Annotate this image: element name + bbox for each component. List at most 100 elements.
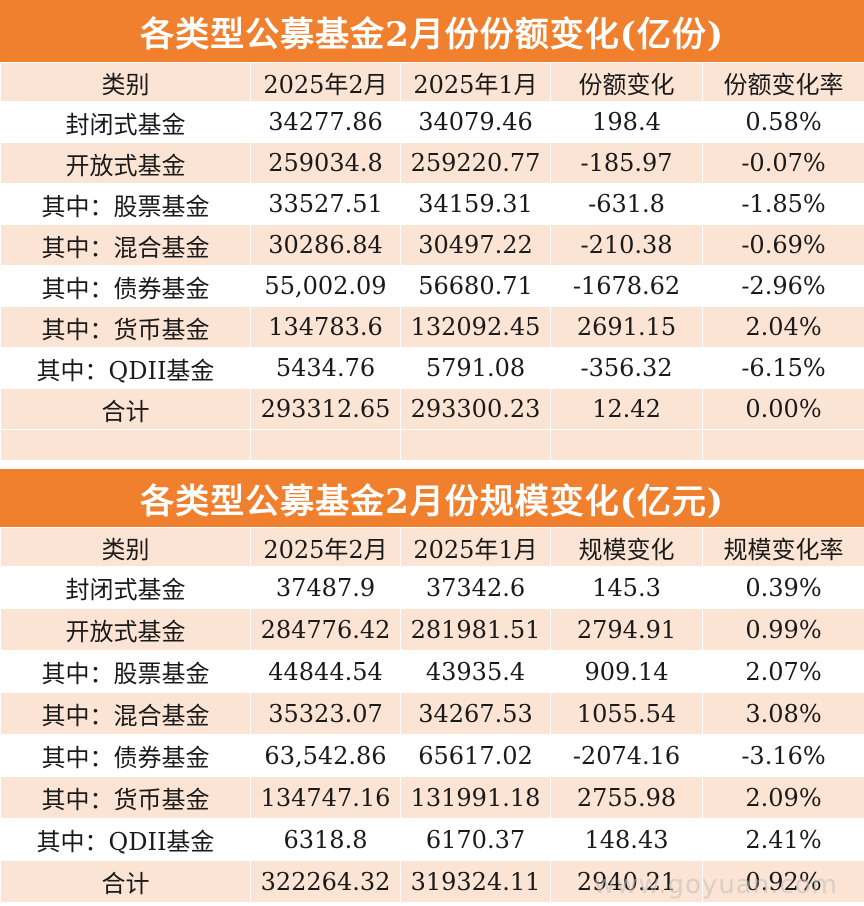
value-cell: 30497.22 [400, 224, 551, 266]
header-cell: 类别 [0, 527, 251, 567]
value-cell: 35323.07 [250, 692, 401, 735]
value-cell: 131991.18 [400, 776, 551, 819]
table-row: 开放式基金 259034.8 259220.77 -185.97 -0.07% [0, 142, 864, 184]
table-row: 其中：债券基金 55,002.09 56680.71 -1678.62 -2.96% [0, 265, 864, 307]
value-cell: 2.09% [702, 776, 864, 819]
value-cell: 0.00% [702, 388, 864, 430]
table-row: 其中：QDII基金 6318.8 6170.37 148.43 2.41% [0, 818, 864, 861]
table-row: 封闭式基金 34277.86 34079.46 198.4 0.58% [0, 101, 864, 143]
value-cell: 293300.23 [400, 388, 551, 430]
category-cell: 其中：QDII基金 [0, 818, 251, 861]
value-cell: 2.41% [702, 818, 864, 861]
value-cell: 5434.76 [250, 347, 401, 389]
empty-cell [550, 429, 703, 461]
value-cell: 2691.15 [550, 306, 703, 348]
value-cell: 2794.91 [550, 608, 703, 651]
value-cell: 148.43 [550, 818, 703, 861]
value-cell: -1678.62 [550, 265, 703, 307]
value-cell: 34267.53 [400, 692, 551, 735]
value-cell: 65617.02 [400, 734, 551, 777]
value-cell: 259034.8 [250, 142, 401, 184]
value-cell: -6.15% [702, 347, 864, 389]
header-cell: 2025年2月 [250, 62, 401, 102]
header-cell: 2025年1月 [400, 62, 551, 102]
value-cell: 0.58% [702, 101, 864, 143]
value-cell: 293312.65 [250, 388, 401, 430]
table-row: 其中：QDII基金 5434.76 5791.08 -356.32 -6.15% [0, 347, 864, 389]
value-cell: 0.92% [702, 860, 864, 903]
table-row: 合计 293312.65 293300.23 12.42 0.00% [0, 388, 864, 430]
value-cell: -2.96% [702, 265, 864, 307]
category-cell: 其中：债券基金 [0, 734, 251, 777]
value-cell: 34079.46 [400, 101, 551, 143]
value-cell: 34277.86 [250, 101, 401, 143]
table-row: 其中：债券基金 63,542.86 65617.02 -2074.16 -3.16% [0, 734, 864, 777]
scale-change-table-body: 类别 2025年2月 2025年1月 规模变化 规模变化率 封闭式基金 37487… [0, 527, 864, 903]
value-cell: 56680.71 [400, 265, 551, 307]
header-cell: 份额变化率 [702, 62, 864, 102]
section-gap [0, 461, 864, 469]
value-cell: 198.4 [550, 101, 703, 143]
scale-change-title: 各类型公募基金2月份规模变化(亿元) [0, 469, 864, 527]
category-cell: 其中：QDII基金 [0, 347, 251, 389]
value-cell: 2.04% [702, 306, 864, 348]
table-row: 其中：混合基金 35323.07 34267.53 1055.54 3.08% [0, 692, 864, 735]
table-row: 其中：股票基金 33527.51 34159.31 -631.8 -1.85% [0, 183, 864, 225]
value-cell: -2074.16 [550, 734, 703, 777]
value-cell: 33527.51 [250, 183, 401, 225]
table-row: 其中：货币基金 134783.6 132092.45 2691.15 2.04% [0, 306, 864, 348]
category-cell: 其中：股票基金 [0, 650, 251, 693]
share-change-table-body: 类别 2025年2月 2025年1月 份额变化 份额变化率 封闭式基金 34277… [0, 62, 864, 461]
value-cell: 6170.37 [400, 818, 551, 861]
value-cell: 55,002.09 [250, 265, 401, 307]
value-cell: 284776.42 [250, 608, 401, 651]
empty-cell [400, 429, 551, 461]
value-cell: 44844.54 [250, 650, 401, 693]
value-cell: 3.08% [702, 692, 864, 735]
table-row: 合计 322264.32 319324.11 2940.21 0.92% [0, 860, 864, 903]
category-cell: 其中：混合基金 [0, 224, 251, 266]
header-cell: 规模变化 [550, 527, 703, 567]
category-cell: 合计 [0, 860, 251, 903]
value-cell: 63,542.86 [250, 734, 401, 777]
value-cell: 909.14 [550, 650, 703, 693]
value-cell: 34159.31 [400, 183, 551, 225]
value-cell: -1.85% [702, 183, 864, 225]
value-cell: -3.16% [702, 734, 864, 777]
header-cell: 2025年2月 [250, 527, 401, 567]
table-row: 其中：股票基金 44844.54 43935.4 909.14 2.07% [0, 650, 864, 693]
value-cell: 5791.08 [400, 347, 551, 389]
value-cell: -631.8 [550, 183, 703, 225]
value-cell: 0.39% [702, 566, 864, 609]
category-cell: 其中：债券基金 [0, 265, 251, 307]
scale-change-section: 各类型公募基金2月份规模变化(亿元) 类别 2025年2月 2025年1月 规模… [0, 469, 864, 903]
value-cell: -185.97 [550, 142, 703, 184]
category-cell: 其中：股票基金 [0, 183, 251, 225]
value-cell: 322264.32 [250, 860, 401, 903]
table-row: 其中：货币基金 134747.16 131991.18 2755.98 2.09% [0, 776, 864, 819]
table-header-row: 类别 2025年2月 2025年1月 规模变化 规模变化率 [0, 527, 864, 567]
table-row: 开放式基金 284776.42 281981.51 2794.91 0.99% [0, 608, 864, 651]
value-cell: 43935.4 [400, 650, 551, 693]
value-cell: 145.3 [550, 566, 703, 609]
category-cell: 其中：货币基金 [0, 776, 251, 819]
value-cell: 281981.51 [400, 608, 551, 651]
empty-cell [250, 429, 401, 461]
header-cell: 2025年1月 [400, 527, 551, 567]
value-cell: -0.07% [702, 142, 864, 184]
table-row: 其中：混合基金 30286.84 30497.22 -210.38 -0.69% [0, 224, 864, 266]
category-cell: 封闭式基金 [0, 101, 251, 143]
value-cell: -356.32 [550, 347, 703, 389]
category-cell: 开放式基金 [0, 608, 251, 651]
category-cell: 其中：混合基金 [0, 692, 251, 735]
watermark-text: www.goyuan.com [593, 870, 838, 900]
value-cell: -210.38 [550, 224, 703, 266]
scale-change-table: 类别 2025年2月 2025年1月 规模变化 规模变化率 封闭式基金 37487… [0, 527, 864, 903]
category-cell: 封闭式基金 [0, 566, 251, 609]
value-cell: 30286.84 [250, 224, 401, 266]
empty-cell [702, 429, 864, 461]
value-cell: 12.42 [550, 388, 703, 430]
value-cell: 6318.8 [250, 818, 401, 861]
value-cell: 1055.54 [550, 692, 703, 735]
value-cell: 0.99% [702, 608, 864, 651]
